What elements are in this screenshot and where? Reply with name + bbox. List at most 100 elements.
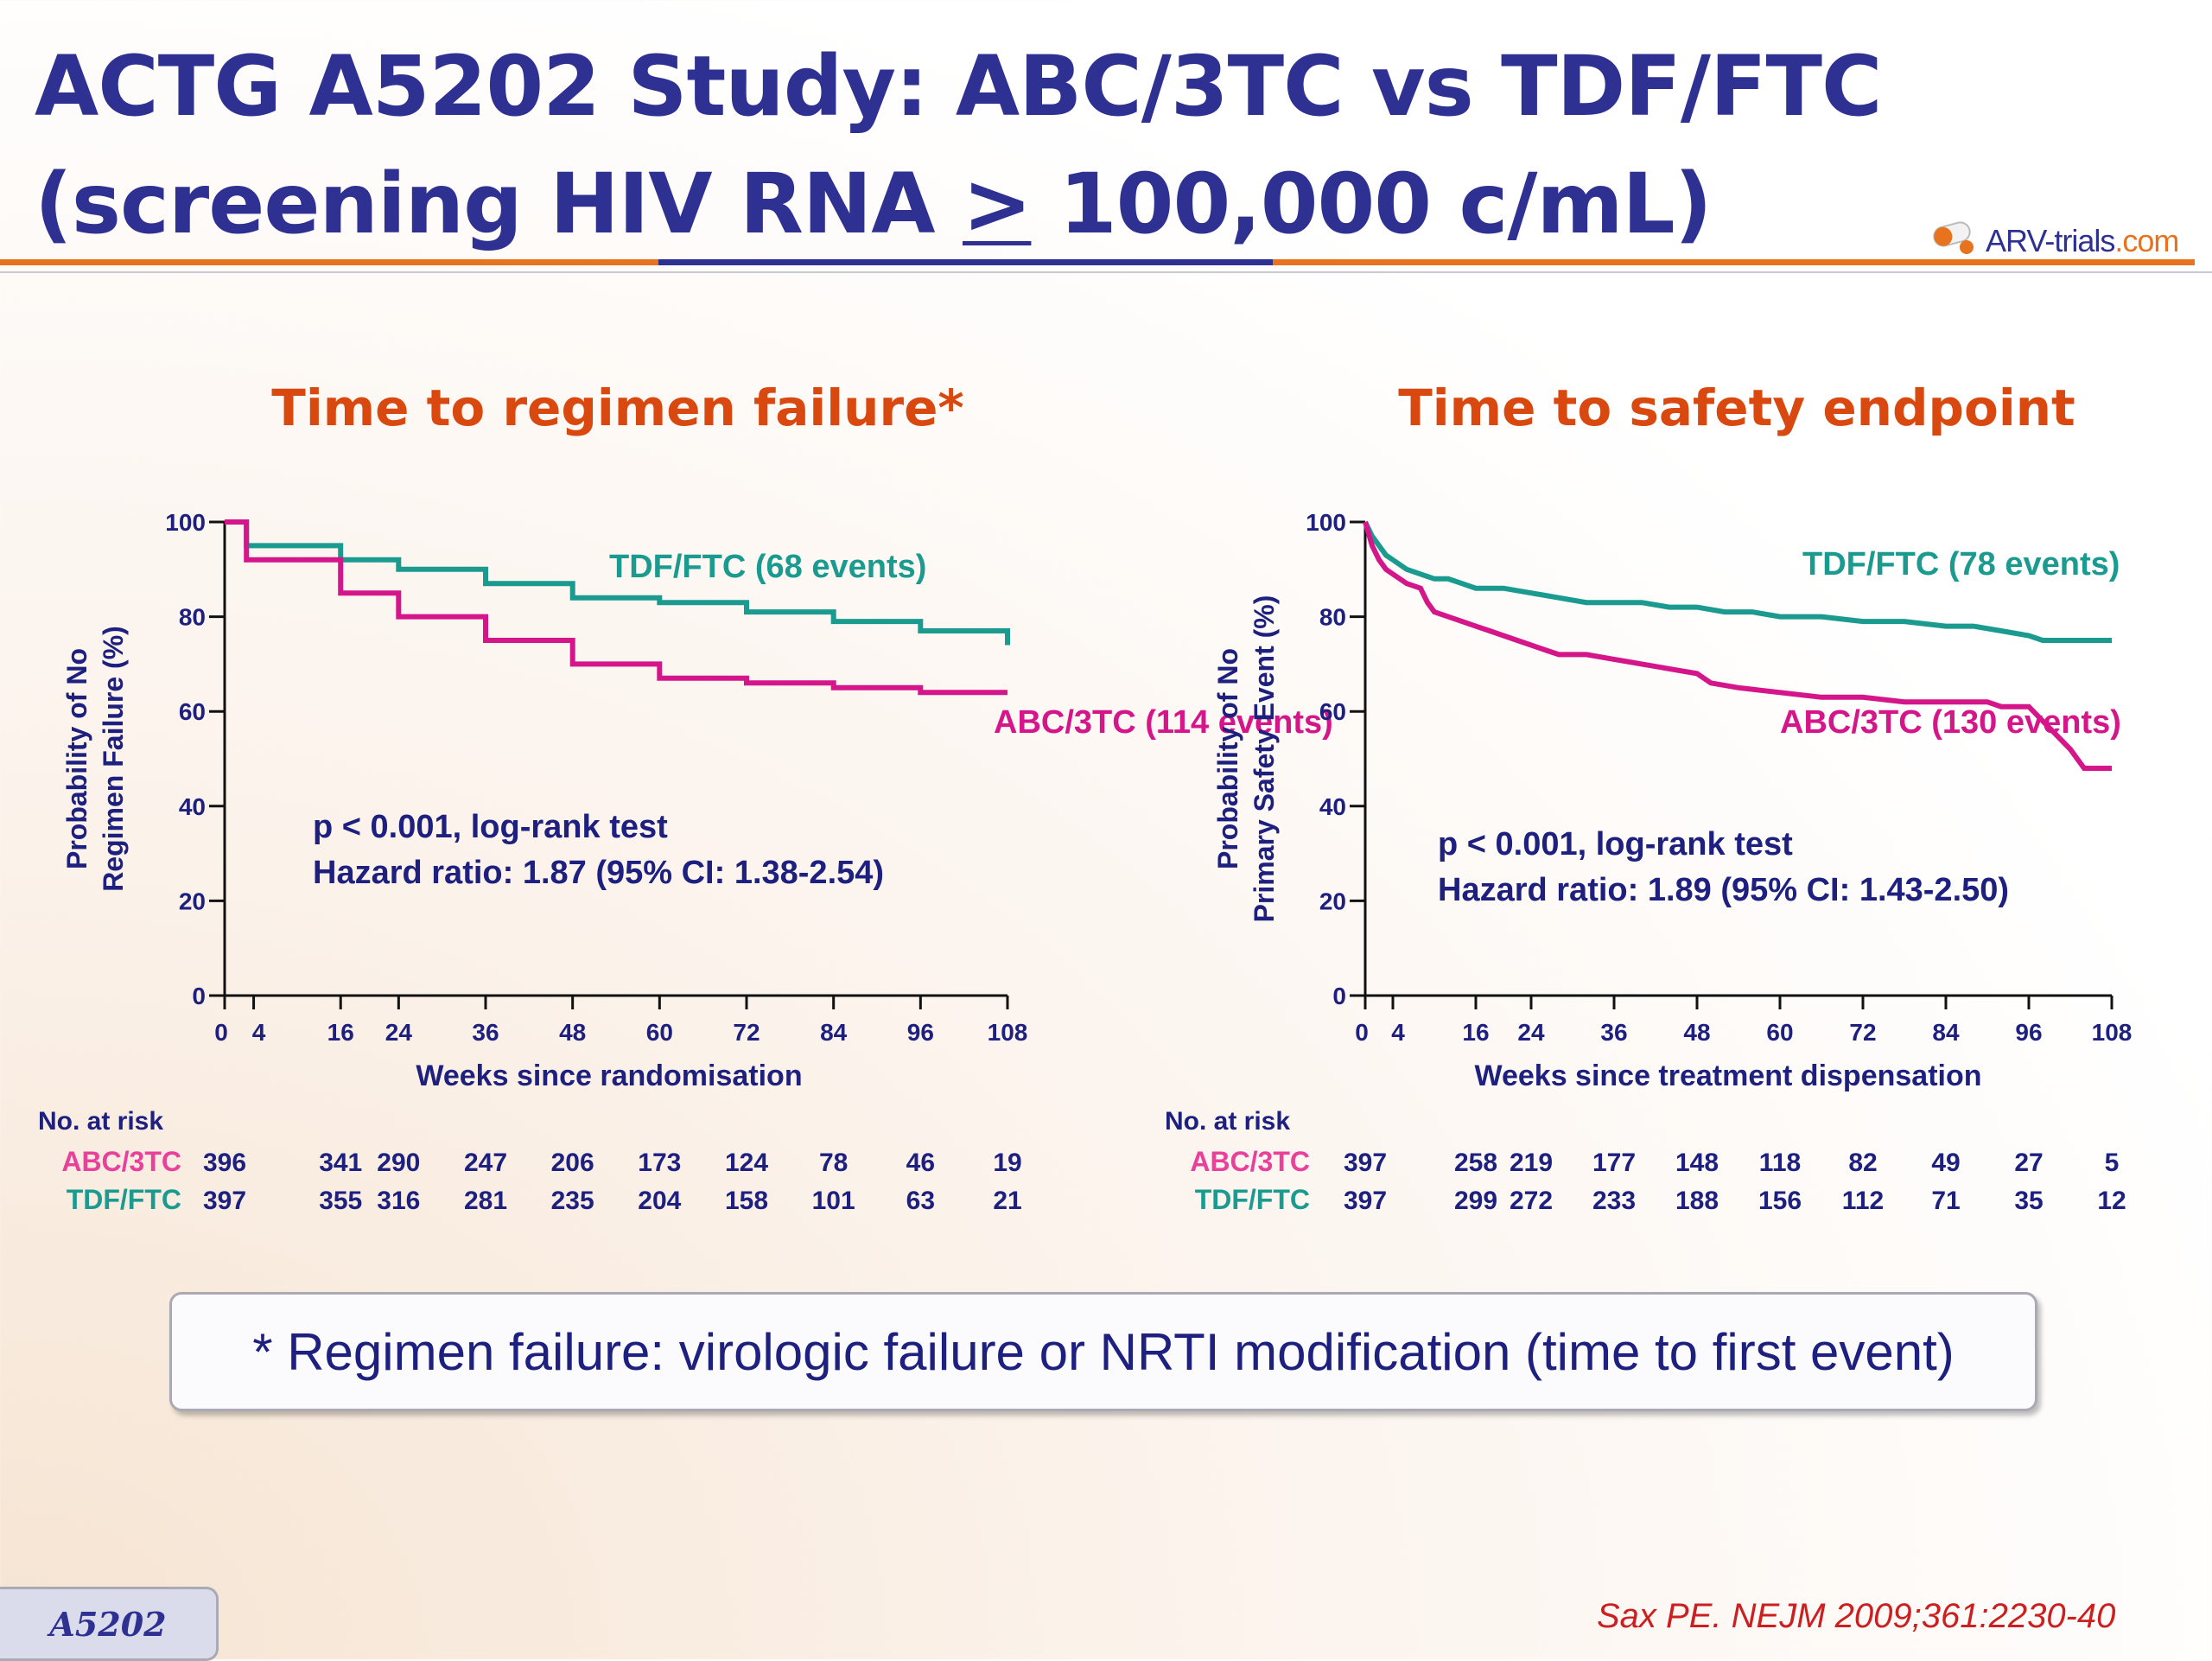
chart1-at-risk-value: 396 bbox=[203, 1149, 246, 1177]
chart2-series-label-abc-3tc: ABC/3TC (130 events) bbox=[1780, 704, 2121, 741]
chart1-x-tick-label: 60 bbox=[646, 1019, 673, 1046]
chart2-at-risk-value: 397 bbox=[1344, 1149, 1387, 1177]
chart1-at-risk-value: 46 bbox=[906, 1149, 935, 1177]
chart1-at-risk-value: 204 bbox=[638, 1187, 681, 1215]
chart1-at-risk-value: 101 bbox=[812, 1187, 855, 1215]
title-line-2: (screening HIV RNA > 100,000 c/mL) bbox=[35, 145, 1881, 263]
chart1-x-tick-label: 16 bbox=[327, 1019, 354, 1046]
chart1-x-tick-label: 84 bbox=[820, 1019, 848, 1046]
chart1-y-tick-label: 0 bbox=[192, 983, 206, 1009]
chart2-series-line-abc-3tc bbox=[1363, 521, 2112, 771]
chart2-at-risk-value: 272 bbox=[1510, 1187, 1553, 1215]
chart1-x-axis-label: Weeks since randomisation bbox=[416, 1060, 802, 1092]
footnote-box: * Regimen failure: virologic failure or … bbox=[169, 1292, 2037, 1411]
chart1-stats-logrank: p < 0.001, log-rank test bbox=[313, 809, 668, 845]
chart2-at-risk-value: 49 bbox=[1931, 1149, 1960, 1177]
chart2-at-risk-value: 112 bbox=[1842, 1187, 1884, 1215]
chart1-at-risk-value: 78 bbox=[819, 1149, 848, 1177]
chart1-y-axis-label-line1: Probability of No bbox=[61, 648, 92, 869]
chart1-y-axis-label-line2: Regimen Failure (%) bbox=[98, 626, 129, 892]
chart2-x-tick-label: 96 bbox=[2015, 1019, 2042, 1046]
logo-text: ARV-trials.com bbox=[1986, 223, 2179, 259]
chart2-series-label-tdf-ftc: TDF/FTC (78 events) bbox=[1802, 546, 2120, 582]
chart1-x-tick-label: 36 bbox=[472, 1019, 499, 1046]
chart2-at-risk-heading: No. at risk bbox=[1165, 1107, 1290, 1136]
chart2-y-tick-label: 60 bbox=[1319, 698, 1346, 725]
chart1-at-risk-value: 206 bbox=[551, 1149, 594, 1177]
chart1-at-risk-name: ABC/3TC bbox=[61, 1146, 181, 1177]
chart1-at-risk-value: 341 bbox=[319, 1149, 362, 1177]
chart1-at-risk-value: 19 bbox=[993, 1149, 1021, 1177]
chart1-x-tick-label: 96 bbox=[907, 1019, 934, 1046]
chart2-at-risk-value: 258 bbox=[1454, 1149, 1497, 1177]
citation: Sax PE. NEJM 2009;361:2230-40 bbox=[1597, 1597, 2116, 1635]
study-badge: A5202 bbox=[0, 1587, 219, 1661]
chart1-at-risk-value: 281 bbox=[464, 1187, 507, 1215]
chart2-at-risk-value: 35 bbox=[2014, 1187, 2043, 1215]
chart1-at-risk-value: 63 bbox=[906, 1187, 935, 1215]
chart1-at-risk-value: 290 bbox=[377, 1149, 420, 1177]
chart2-at-risk-value: 233 bbox=[1592, 1187, 1636, 1215]
title-line-2-suffix: 100,000 c/mL) bbox=[1031, 156, 1713, 252]
logo-text-main: ARV-trials bbox=[1986, 223, 2115, 258]
chart1-y-tick-label: 40 bbox=[179, 793, 206, 820]
chart2-stats-hazard-ratio: Hazard ratio: 1.89 (95% CI: 1.43-2.50) bbox=[1438, 872, 2009, 908]
greater-equal-symbol: > bbox=[962, 156, 1032, 252]
chart2-at-risk-value: 299 bbox=[1454, 1187, 1497, 1215]
title-divider-thin bbox=[0, 271, 2212, 273]
chart1-series-label-tdf-ftc: TDF/FTC (68 events) bbox=[609, 549, 926, 585]
chart1-x-tick-label: 4 bbox=[252, 1019, 266, 1046]
chart2-at-risk-value: 156 bbox=[1758, 1187, 1802, 1215]
chart1-at-risk-heading: No. at risk bbox=[38, 1107, 163, 1136]
chart2-y-axis-label-line1: Probability of No bbox=[1212, 648, 1243, 869]
chart1-series-label-abc-3tc: ABC/3TC (114 events) bbox=[994, 704, 1333, 741]
page-title: ACTG A5202 Study: ABC/3TC vs TDF/FTC (sc… bbox=[35, 28, 1882, 263]
chart2-y-tick-label: 100 bbox=[1306, 509, 1346, 536]
chart2-at-risk-name: ABC/3TC bbox=[1190, 1146, 1310, 1177]
chart2-x-tick-label: 36 bbox=[1600, 1019, 1627, 1046]
chart2-stats-logrank: p < 0.001, log-rank test bbox=[1438, 826, 1793, 862]
chart2-at-risk-value: 177 bbox=[1592, 1149, 1636, 1177]
chart1-x-tick-label: 24 bbox=[385, 1019, 413, 1046]
chart1-at-risk-name: TDF/FTC bbox=[67, 1184, 181, 1215]
chart1-at-risk-value: 247 bbox=[464, 1149, 507, 1177]
chart1-y-tick-label: 80 bbox=[179, 604, 206, 631]
chart1-y-tick-label: 20 bbox=[179, 888, 206, 914]
chart2-at-risk-value: 12 bbox=[2097, 1187, 2126, 1215]
chart1-at-risk-value: 316 bbox=[377, 1187, 420, 1215]
chart2-x-tick-label: 60 bbox=[1766, 1019, 1793, 1046]
chart1-at-risk-value: 124 bbox=[725, 1149, 768, 1177]
title-line-2-prefix: (screening HIV RNA bbox=[35, 156, 963, 252]
chart2-at-risk-value: 397 bbox=[1344, 1187, 1387, 1215]
chart1-x-tick-label: 108 bbox=[988, 1019, 1028, 1046]
chart2-y-tick-label: 80 bbox=[1319, 604, 1346, 631]
chart2-x-tick-label: 24 bbox=[1517, 1019, 1545, 1046]
chart2-x-tick-label: 0 bbox=[1355, 1019, 1369, 1046]
chart2-x-tick-label: 4 bbox=[1391, 1019, 1405, 1046]
chart2-at-risk-value: 188 bbox=[1675, 1187, 1719, 1215]
chart1-at-risk-value: 158 bbox=[725, 1187, 768, 1215]
chart2-x-tick-label: 84 bbox=[1932, 1019, 1960, 1046]
chart1-at-risk-value: 235 bbox=[551, 1187, 594, 1215]
title-line-1: ACTG A5202 Study: ABC/3TC vs TDF/FTC bbox=[35, 38, 1882, 135]
chart1-title: Time to regimen failure* bbox=[271, 379, 963, 437]
footnote-text: * Regimen failure: virologic failure or … bbox=[252, 1322, 1955, 1381]
chart2-at-risk-name: TDF/FTC bbox=[1195, 1184, 1310, 1215]
chart1-stats-hazard-ratio: Hazard ratio: 1.87 (95% CI: 1.38-2.54) bbox=[313, 855, 884, 891]
chart2-at-risk-value: 71 bbox=[1931, 1187, 1960, 1215]
chart2-at-risk-value: 118 bbox=[1759, 1149, 1801, 1177]
capsule-icon bbox=[1933, 221, 1974, 254]
chart1-at-risk-value: 21 bbox=[993, 1187, 1021, 1215]
chart1-series-line-abc-3tc bbox=[225, 519, 1007, 696]
chart1-y-tick-label: 100 bbox=[165, 509, 206, 536]
chart2-y-tick-label: 0 bbox=[1332, 983, 1346, 1009]
logo-text-tld: .com bbox=[2114, 223, 2179, 258]
chart2-x-tick-label: 72 bbox=[1849, 1019, 1876, 1046]
chart1-at-risk-value: 173 bbox=[638, 1149, 681, 1177]
chart1-x-tick-label: 72 bbox=[733, 1019, 760, 1046]
chart1-x-tick-label: 0 bbox=[214, 1019, 228, 1046]
chart2-y-axis-label-line2: Primary Safety Event (%) bbox=[1249, 595, 1280, 923]
chart2-at-risk-value: 82 bbox=[1848, 1149, 1877, 1177]
chart2-x-tick-label: 108 bbox=[2092, 1019, 2133, 1046]
